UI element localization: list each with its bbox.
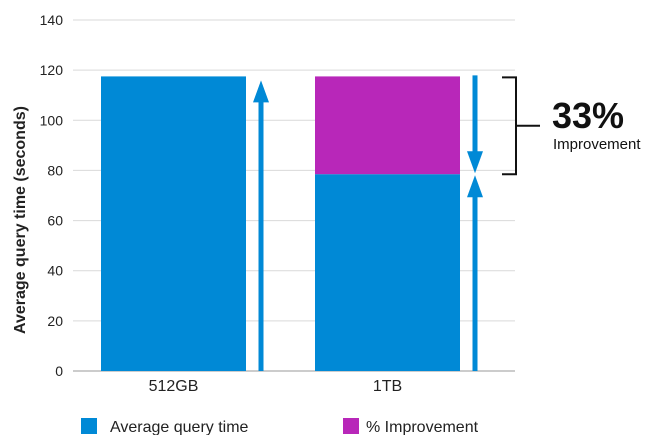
legend: Average query time % Improvement (81, 418, 479, 435)
improvement-bracket (502, 76, 540, 176)
legend-swatch-improvement (343, 418, 359, 434)
y-tick-20: 20 (47, 313, 63, 329)
legend-label-average-query-time: Average query time (110, 419, 249, 435)
category-label-1tb: 1TB (373, 378, 402, 395)
y-tick-0: 0 (55, 363, 63, 379)
y-axis-label: Average query time (seconds) (12, 106, 29, 334)
y-tick-80: 80 (47, 162, 63, 178)
improvement-percent: 33% (552, 95, 624, 136)
y-tick-120: 120 (40, 62, 64, 78)
legend-label-improvement: % Improvement (366, 419, 479, 435)
y-tick-60: 60 (47, 213, 63, 229)
y-tick-100: 100 (40, 112, 64, 128)
improvement-label: Improvement (553, 136, 641, 153)
arrow-512gb-up-head (253, 80, 269, 103)
y-tick-140: 140 (40, 12, 64, 28)
arrow-1tb-down-head (467, 151, 483, 174)
category-label-512gb: 512GB (149, 378, 199, 395)
y-tick-40: 40 (47, 263, 63, 279)
bars (101, 76, 460, 372)
legend-swatch-average-query-time (81, 418, 97, 434)
arrows (253, 75, 483, 371)
bar-512gb-series-0 (101, 76, 246, 372)
bar-1tb-series-0 (315, 174, 460, 371)
bar-1tb-series-1 (315, 76, 460, 175)
improvement-annotation: 33% Improvement (502, 76, 641, 176)
y-tick-labels: 0 20 40 60 80 100 120 140 (40, 12, 64, 379)
arrow-1tb-up-head (467, 175, 483, 198)
category-labels: 512GB 1TB (149, 378, 403, 395)
